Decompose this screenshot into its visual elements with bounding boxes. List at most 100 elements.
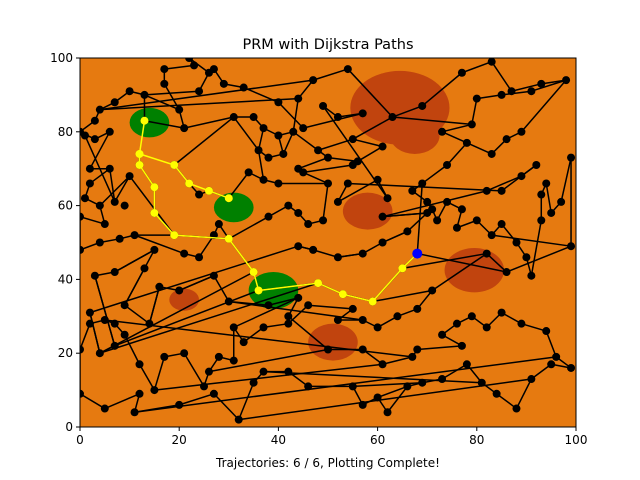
roadmap-node	[358, 345, 367, 354]
roadmap-node	[492, 389, 501, 398]
roadmap-edge	[302, 171, 329, 185]
roadmap-node	[309, 76, 318, 85]
chart-title: PRM with Dijkstra Paths	[242, 37, 413, 53]
roadmap-edge	[287, 315, 329, 351]
roadmap-edge	[228, 216, 269, 240]
roadmap-node	[259, 175, 268, 184]
roadmap-node	[259, 124, 268, 133]
roadmap-node	[502, 135, 511, 144]
roadmap-edge	[382, 230, 408, 244]
roadmap-edge	[377, 385, 408, 399]
path-waypoint	[140, 116, 149, 125]
roadmap-edge	[406, 212, 428, 232]
roadmap-node	[95, 201, 104, 210]
roadmap-node	[125, 172, 134, 181]
y-tick-label: 100	[50, 51, 73, 65]
roadmap-node	[110, 98, 119, 107]
roadmap-node	[150, 386, 159, 395]
roadmap-edge	[421, 72, 463, 107]
roadmap-node	[85, 164, 94, 173]
roadmap-node	[378, 212, 387, 221]
roadmap-edge	[520, 79, 567, 133]
roadmap-node	[130, 408, 139, 417]
roadmap-edge	[322, 183, 329, 221]
roadmap-node	[547, 360, 556, 369]
roadmap-node	[383, 408, 392, 417]
roadmap-node	[234, 415, 243, 424]
x-tick-label: 40	[271, 433, 286, 447]
roadmap-edge	[164, 64, 195, 70]
path-waypoint	[368, 297, 377, 306]
dijkstra-path	[138, 120, 418, 303]
roadmap-node	[214, 220, 223, 229]
roadmap-edge	[352, 381, 423, 388]
roadmap-node	[567, 242, 576, 251]
roadmap-node	[497, 308, 506, 317]
roadmap-node	[358, 315, 367, 324]
roadmap-node	[200, 382, 208, 391]
roadmap-edge	[392, 116, 472, 126]
roadmap-edge	[89, 131, 111, 170]
roadmap-node	[487, 149, 496, 158]
roadmap-edge	[303, 164, 353, 174]
roadmap-edge	[446, 142, 468, 166]
roadmap-node	[214, 352, 223, 361]
obstacle	[390, 117, 440, 154]
roadmap-node	[190, 61, 199, 70]
y-tick-label: 20	[58, 346, 73, 360]
roadmap-node	[274, 98, 283, 107]
roadmap-edge	[491, 234, 572, 247]
roadmap-node	[408, 352, 417, 361]
goal-region	[129, 107, 170, 138]
roadmap-node	[284, 319, 293, 328]
roadmap-node	[393, 312, 402, 321]
roadmap-edge	[257, 150, 265, 180]
roadmap-node	[294, 208, 303, 217]
roadmap-node	[284, 201, 293, 210]
roadmap-node	[204, 367, 213, 376]
roadmap-edge	[297, 156, 329, 170]
path-waypoint	[170, 231, 179, 240]
roadmap-edge	[183, 116, 234, 129]
y-tick-label: 80	[58, 125, 73, 139]
roadmap-edge	[268, 297, 299, 306]
roadmap-node	[373, 393, 382, 402]
path-waypoint	[338, 290, 347, 299]
roadmap-edge	[277, 101, 304, 129]
roadmap-node	[304, 301, 313, 310]
roadmap-node	[438, 375, 447, 384]
roadmap-edge	[99, 79, 314, 111]
roadmap-node	[175, 400, 184, 409]
roadmap-edge	[243, 326, 264, 343]
roadmap-node	[472, 216, 481, 225]
roadmap-node	[195, 253, 204, 262]
goal-regions-layer	[129, 107, 299, 309]
path-waypoint	[150, 183, 159, 192]
roadmap-edge	[198, 234, 215, 258]
roadmap-edge	[89, 312, 101, 354]
roadmap-node	[527, 87, 536, 96]
roadmap-edge	[441, 131, 468, 144]
roadmap-node	[259, 323, 268, 332]
roadmap-node	[145, 319, 154, 328]
roadmap-node	[423, 197, 432, 206]
roadmap-node	[294, 293, 303, 302]
roadmap-edge	[243, 86, 279, 103]
current-goal-node	[412, 248, 423, 259]
roadmap-edge	[144, 119, 185, 129]
roadmap-node	[358, 249, 367, 258]
roadmap-edge	[471, 98, 478, 125]
roadmap-node	[304, 220, 313, 229]
roadmap-node	[457, 205, 466, 214]
roadmap-node	[95, 238, 104, 247]
roadmap-node	[279, 149, 288, 158]
roadmap-node	[304, 382, 313, 391]
roadmap-edge	[392, 105, 423, 118]
roadmap-node	[547, 208, 556, 217]
roadmap-edge	[292, 98, 299, 132]
roadmap-node	[567, 153, 576, 162]
roadmap-node	[120, 301, 129, 310]
roadmap-edge	[417, 345, 462, 351]
path-waypoint	[224, 234, 233, 243]
roadmap-edge	[84, 135, 116, 203]
